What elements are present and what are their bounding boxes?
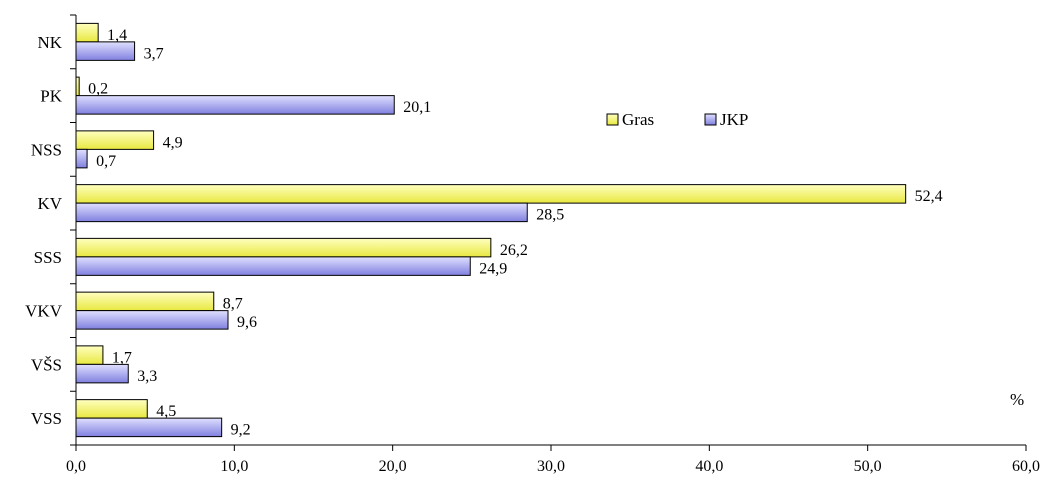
category-label: NSS (31, 140, 62, 159)
category-label: KV (37, 194, 62, 213)
bar-jkp-vkv (75, 310, 229, 330)
bar-gras-kv (75, 184, 907, 204)
legend-swatch-jkp (704, 113, 717, 126)
bar-jkp-nk (75, 41, 136, 61)
category-label: VSS (31, 409, 62, 428)
category-label: VKV (25, 302, 63, 321)
bar-gras-nss (75, 130, 155, 150)
category-label: SSS (34, 248, 62, 267)
bar-gras-vkv (75, 291, 215, 312)
data-label: 20,1 (403, 99, 431, 116)
data-label: 26,2 (500, 242, 528, 259)
legend-swatch-gras (606, 113, 619, 126)
data-label: 4,5 (156, 403, 176, 420)
bar-jkp-sss (75, 256, 471, 276)
legend: Gras JKP (606, 110, 748, 129)
x-tick-label: 60,0 (1012, 458, 1040, 475)
category-label: NK (37, 33, 62, 52)
data-label: 3,3 (137, 368, 157, 385)
x-tick-label: 50,0 (854, 458, 882, 475)
bar-gras-všs (75, 345, 104, 365)
data-label: 1,4 (107, 27, 127, 44)
data-label: 52,4 (915, 188, 943, 205)
bar-jkp-kv (75, 202, 528, 223)
data-label: 24,9 (479, 260, 507, 277)
unit-label: % (1010, 390, 1024, 409)
data-label: 3,7 (144, 45, 164, 62)
bar-gras-pk (75, 76, 80, 97)
bar-jkp-vss (75, 417, 223, 438)
plot-area: 0,0 10,0 20,0 30,0 40,0 50,0 60,0 NK 1,4 3,7 PK 0,2… (25, 14, 1040, 475)
bar-gras-vss (75, 399, 148, 419)
bar-jkp-všs (75, 363, 129, 384)
data-label: 9,6 (237, 314, 257, 331)
x-tick-label: 10,0 (220, 458, 248, 475)
bar-gras-nk (75, 22, 99, 43)
legend-label-gras: Gras (622, 110, 654, 129)
bar-gras-sss (75, 237, 492, 258)
data-label: 28,5 (536, 207, 564, 224)
x-tick-label: 0,0 (66, 458, 86, 475)
data-label: 9,2 (231, 422, 251, 439)
data-label: 1,7 (112, 349, 132, 366)
x-tick-label: 40,0 (695, 458, 723, 475)
x-tick-label: 20,0 (379, 458, 407, 475)
bar-jkp-nss (75, 148, 88, 169)
bar-jkp-pk (75, 95, 395, 115)
category-label: VŠS (31, 355, 62, 374)
data-label: 0,2 (88, 81, 108, 98)
data-label: 0,7 (96, 153, 116, 170)
data-label: 4,9 (163, 134, 183, 151)
legend-label-jkp: JKP (720, 110, 748, 129)
data-label: 8,7 (223, 296, 243, 313)
category-label: PK (40, 87, 62, 106)
x-tick-label: 30,0 (537, 458, 565, 475)
